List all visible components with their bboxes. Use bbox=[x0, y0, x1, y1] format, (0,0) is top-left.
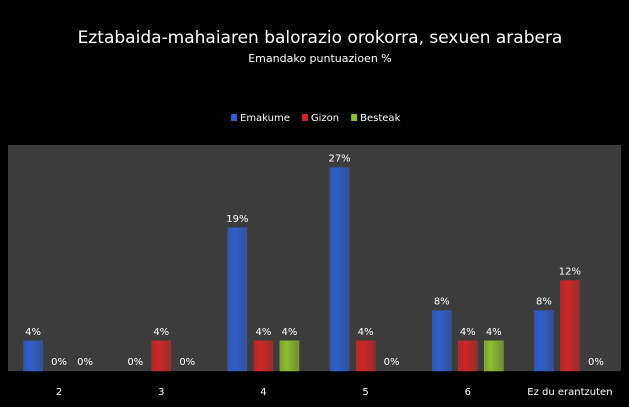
x-tick-label: 6 bbox=[465, 387, 471, 398]
value-label: 8% bbox=[434, 297, 450, 308]
bar bbox=[279, 340, 300, 372]
bar bbox=[23, 340, 43, 372]
value-label: 27% bbox=[328, 154, 350, 165]
bar bbox=[253, 340, 274, 372]
bar bbox=[227, 227, 248, 372]
legend-label: Emakume bbox=[240, 113, 290, 124]
legend-label: Besteak bbox=[360, 113, 400, 124]
value-label: 4% bbox=[460, 327, 476, 338]
value-label: 0% bbox=[179, 357, 195, 368]
value-label: 19% bbox=[226, 214, 248, 225]
value-label: 4% bbox=[153, 327, 169, 338]
legend-swatch bbox=[301, 114, 308, 121]
bar bbox=[458, 340, 478, 372]
legend-label: Gizon bbox=[311, 113, 339, 124]
bar bbox=[432, 310, 452, 372]
x-tick-label: 5 bbox=[362, 387, 368, 398]
x-tick-label: 3 bbox=[158, 387, 164, 398]
bar bbox=[534, 310, 554, 372]
value-label: 4% bbox=[358, 327, 374, 338]
bar bbox=[151, 340, 171, 372]
value-label: 0% bbox=[127, 357, 143, 368]
legend-swatch bbox=[231, 114, 237, 121]
bar bbox=[484, 340, 504, 372]
x-tick-label: Ez du erantzuten bbox=[527, 387, 612, 398]
value-label: 0% bbox=[77, 357, 93, 368]
legend-swatch bbox=[351, 114, 358, 121]
value-label: 0% bbox=[588, 357, 604, 368]
value-label: 0% bbox=[51, 357, 67, 368]
chart-subtitle: Emandako puntuazioen % bbox=[248, 52, 392, 65]
bar bbox=[329, 167, 350, 372]
value-label: 4% bbox=[25, 327, 41, 338]
value-label: 4% bbox=[255, 327, 271, 338]
value-label: 8% bbox=[536, 297, 552, 308]
value-label: 0% bbox=[384, 357, 400, 368]
value-label: 12% bbox=[559, 267, 581, 278]
chart-title: Eztabaida-mahaiaren balorazio orokorra, … bbox=[78, 28, 563, 48]
value-label: 4% bbox=[281, 327, 297, 338]
plot-area bbox=[8, 145, 621, 371]
bar bbox=[355, 340, 376, 372]
x-tick-label: 4 bbox=[260, 387, 266, 398]
value-label: 4% bbox=[486, 327, 502, 338]
bar bbox=[560, 280, 580, 372]
x-tick-label: 2 bbox=[56, 387, 62, 398]
